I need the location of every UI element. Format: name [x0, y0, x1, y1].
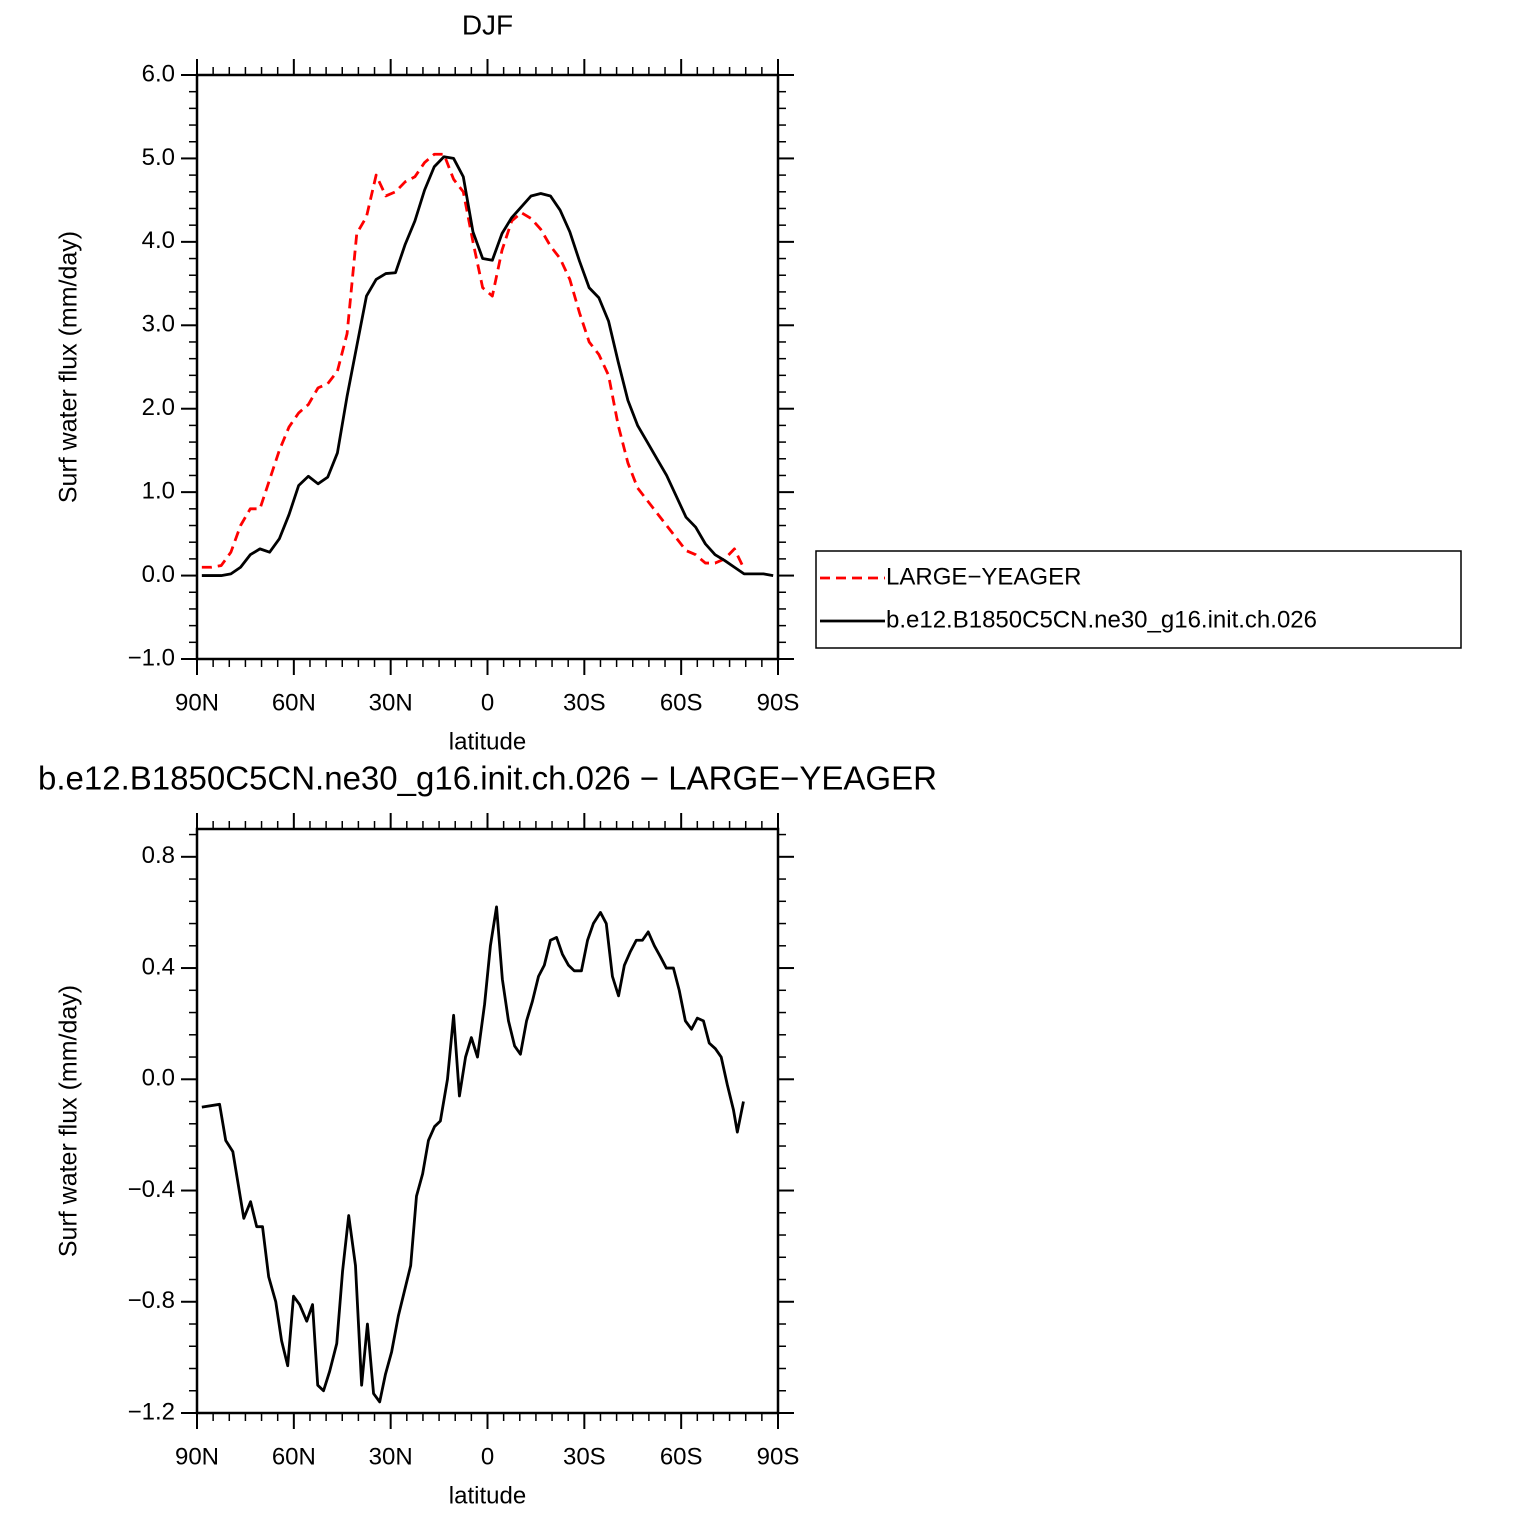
x-axis-label: latitude — [449, 1482, 526, 1509]
y-tick-label: 0.0 — [142, 561, 175, 588]
y-tick-label: 0.8 — [142, 842, 175, 869]
data-line — [201, 152, 746, 570]
y-tick-label: 1.0 — [142, 477, 175, 504]
plot-frame — [195, 827, 780, 1415]
data-line — [201, 155, 774, 577]
y-tick-label: 5.0 — [142, 144, 175, 171]
x-tick-label: 90S — [757, 689, 800, 716]
x-tick-label: 0 — [481, 689, 494, 716]
y-tick-label: 0.4 — [142, 953, 175, 980]
y-tick-label: 6.0 — [142, 60, 175, 87]
x-tick-label: 0 — [481, 1443, 494, 1470]
x-tick-label: 30N — [369, 689, 413, 716]
x-tick-label: 60S — [660, 1443, 703, 1470]
y-tick-label: −1.0 — [128, 644, 175, 671]
y-axis-label: Surf water flux (mm/day) — [55, 231, 83, 503]
y-tick-label: −0.4 — [128, 1176, 175, 1203]
y-tick-label: 0.0 — [142, 1065, 175, 1092]
x-tick-label: 90N — [175, 689, 219, 716]
x-axis-label: latitude — [449, 728, 526, 755]
x-tick-label: 30N — [369, 1443, 413, 1470]
y-tick-label: −0.8 — [128, 1287, 175, 1314]
chart-title: DJF — [462, 9, 513, 40]
x-tick-label: 60N — [272, 1443, 316, 1470]
x-tick-label: 60N — [272, 689, 316, 716]
y-tick-label: −1.2 — [128, 1398, 175, 1425]
x-tick-label: 30S — [563, 689, 606, 716]
y-tick-label: 2.0 — [142, 394, 175, 421]
x-tick-label: 30S — [563, 1443, 606, 1470]
x-tick-label: 90N — [175, 1443, 219, 1470]
x-tick-label: 90S — [757, 1443, 800, 1470]
legend-label: LARGE−YEAGER — [886, 563, 1081, 590]
y-tick-label: 3.0 — [142, 311, 175, 338]
plot-frame — [195, 73, 780, 661]
x-tick-label: 60S — [660, 689, 703, 716]
data-line — [201, 905, 745, 1404]
legend-label: b.e12.B1850C5CN.ne30_g16.init.ch.026 — [886, 606, 1317, 633]
chart-title: b.e12.B1850C5CN.ne30_g16.init.ch.026 − L… — [38, 760, 937, 797]
y-tick-label: 4.0 — [142, 227, 175, 254]
y-axis-label: Surf water flux (mm/day) — [55, 985, 83, 1257]
legend-box — [815, 550, 1462, 649]
